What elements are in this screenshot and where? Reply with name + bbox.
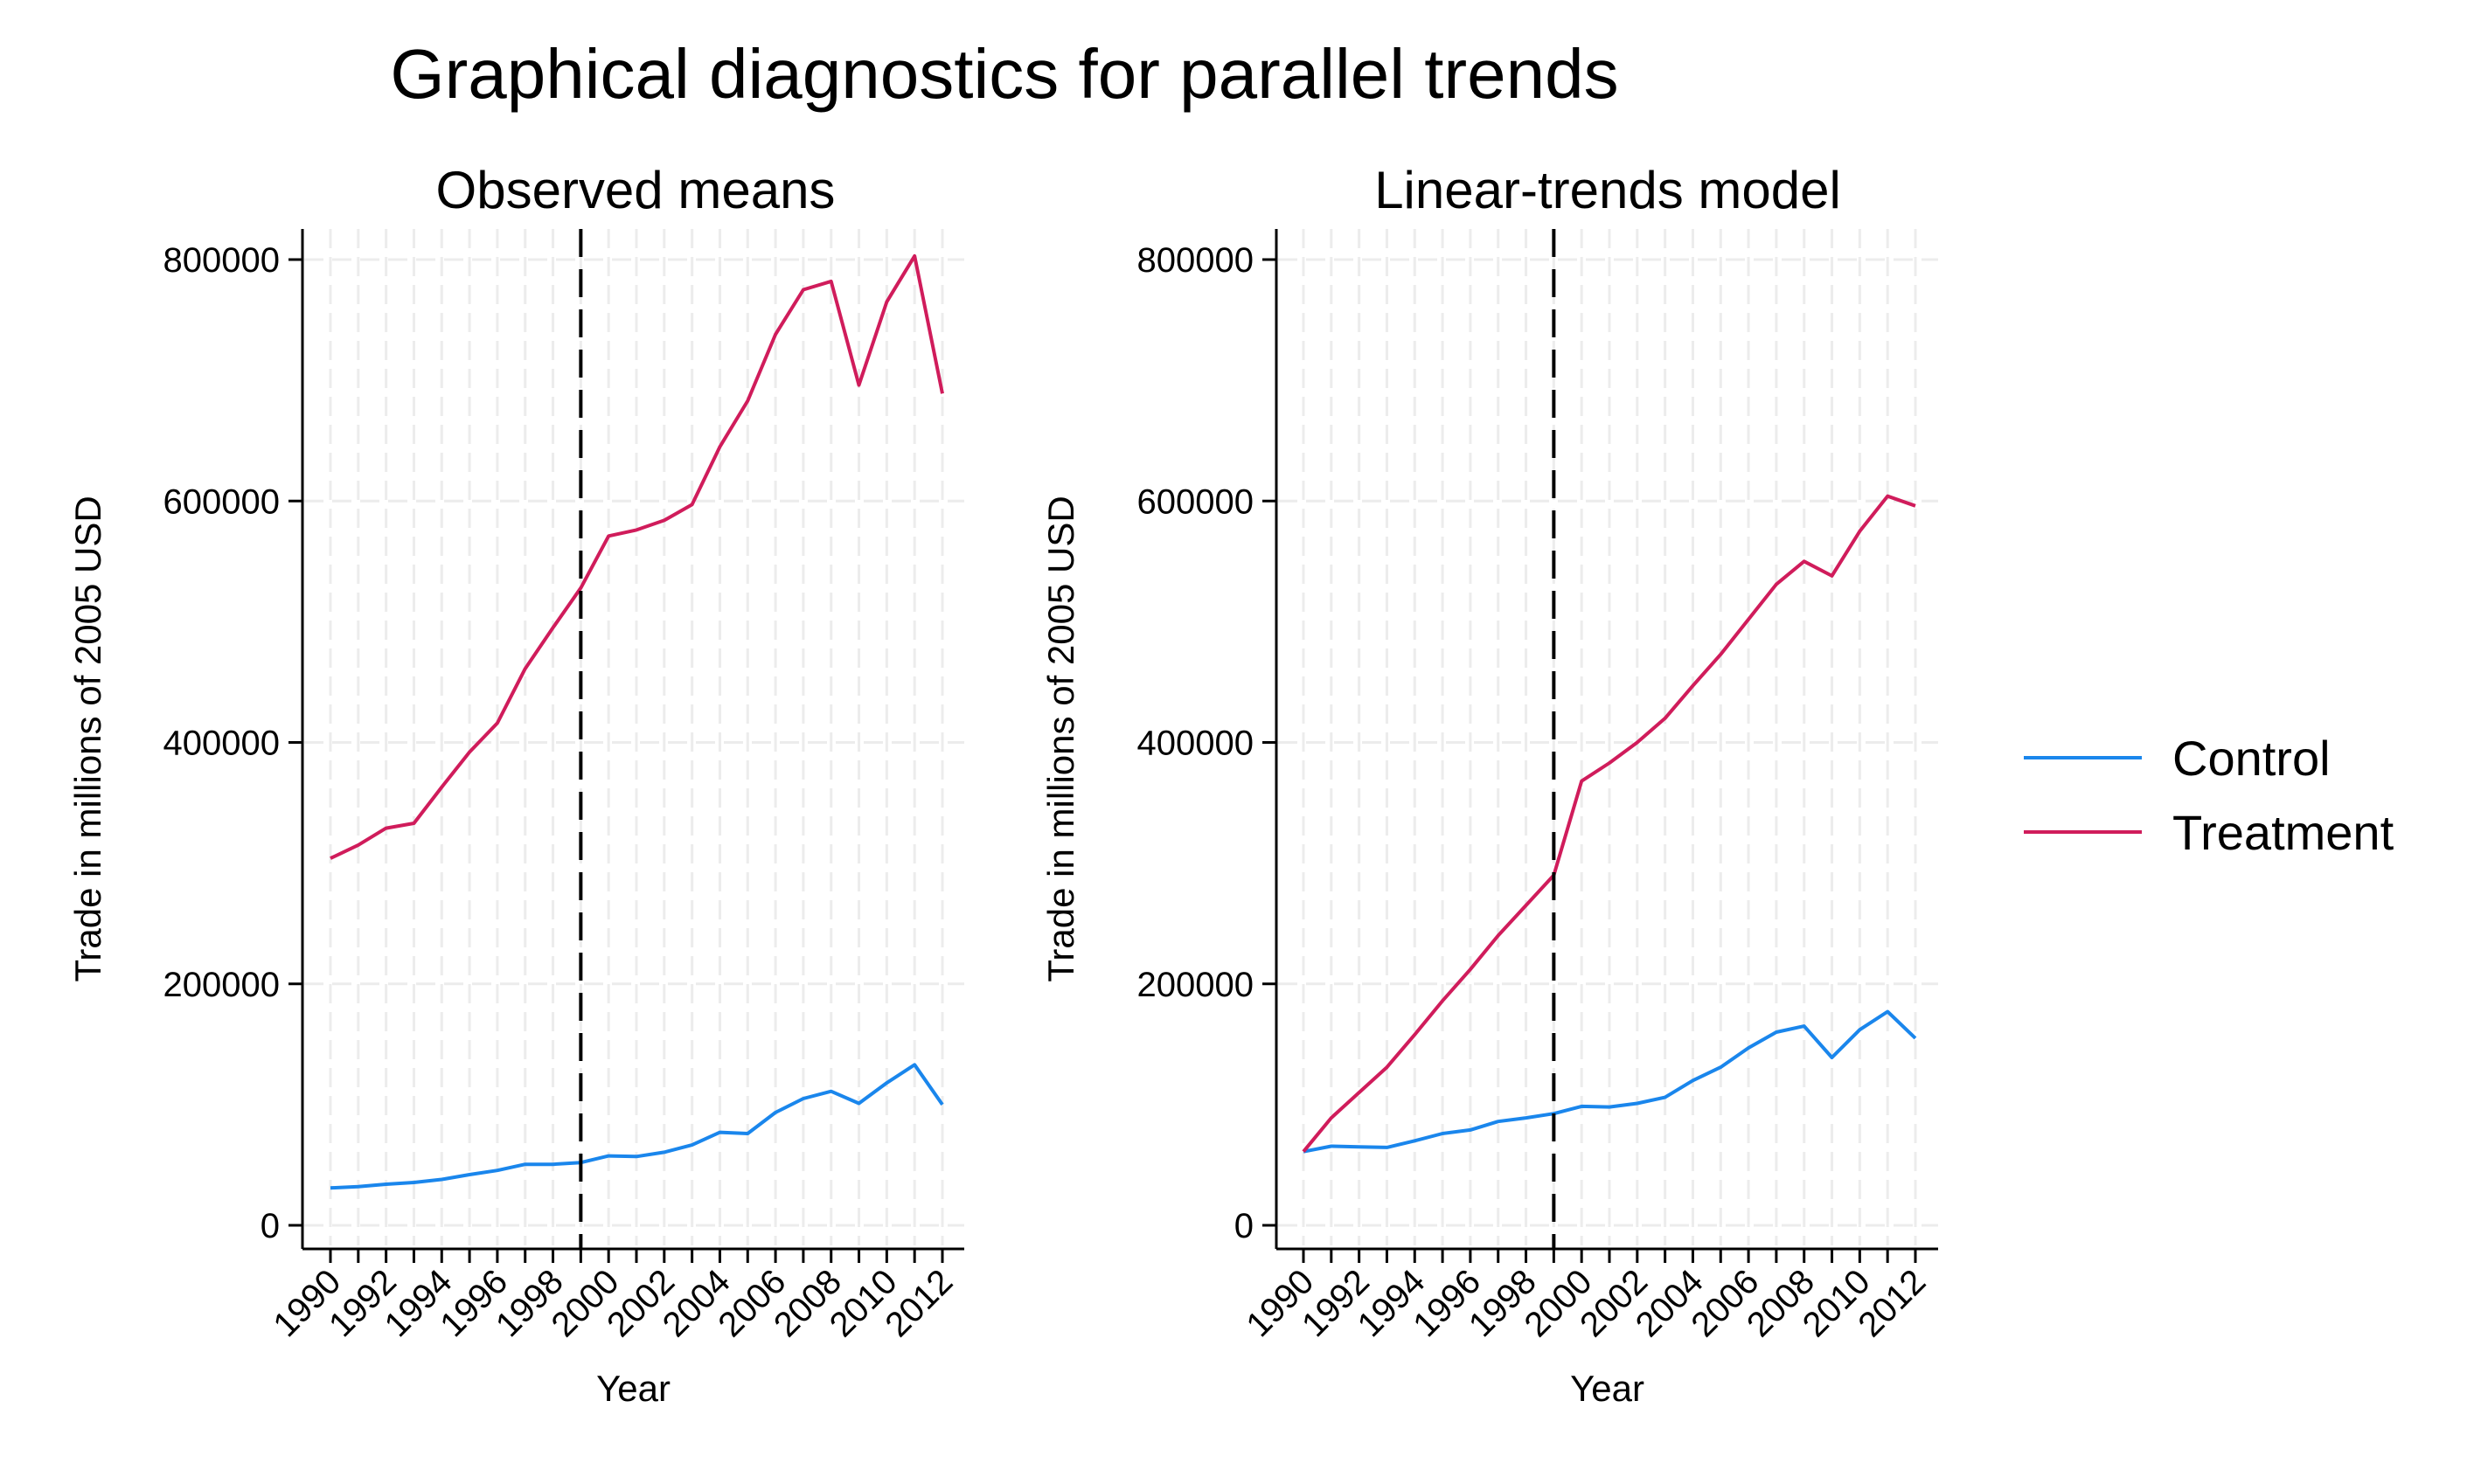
series-line-treatment [330, 253, 944, 860]
y-tick-label: 400000 [163, 725, 280, 763]
series-line-control [330, 1063, 944, 1190]
panel-title: Linear-trends model [1374, 161, 1841, 219]
chart-panel-2: Linear-trends model 0 200000 400000 600000 80… [1040, 161, 1938, 1409]
series-line-control [1303, 1009, 1917, 1154]
y-tick-label: 800000 [163, 241, 280, 280]
y-tick-label: 0 [261, 1207, 280, 1245]
series-line-treatment [1302, 494, 1916, 1153]
y-axis-label: Trade in millions of 2005 USD [67, 496, 108, 981]
y-tick-label: 200000 [163, 966, 280, 1004]
legend: Control Treatment [2024, 731, 2394, 860]
x-axis-label: Year [1570, 1368, 1644, 1409]
y-axis-label: Trade in millions of 2005 USD [1040, 496, 1081, 981]
chart-panels: Observed means02000004000006000008000001… [67, 161, 1938, 1409]
legend-label-treatment: Treatment [2172, 805, 2394, 860]
x-axis-label: Year [596, 1368, 671, 1409]
y-tick-label: 0 [1234, 1207, 1254, 1245]
y-tick-label: 400000 [1137, 725, 1254, 763]
y-tick-label: 800000 [1137, 241, 1254, 280]
y-tick-label: 600000 [163, 482, 280, 521]
figure-title: Graphical diagnostics for parallel trend… [390, 35, 1618, 113]
y-tick-label: 600000 [1137, 482, 1254, 521]
panel-title: Observed means [436, 161, 836, 219]
y-tick-label: 200000 [1137, 966, 1254, 1004]
legend-label-control: Control [2172, 731, 2331, 786]
